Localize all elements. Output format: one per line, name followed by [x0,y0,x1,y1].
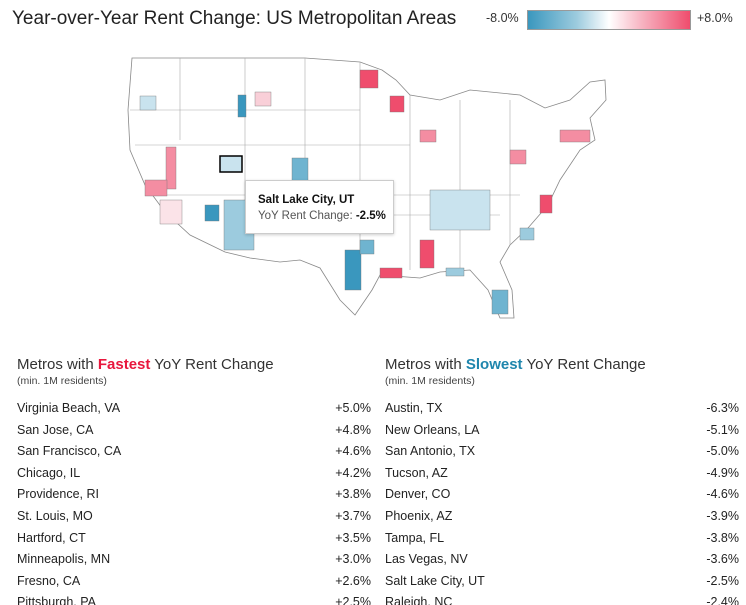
table-row: Salt Lake City, UT -2.5% [385,574,739,596]
metro-value: +3.7% [335,508,371,523]
metro-value: +2.5% [335,595,371,605]
metro-value: -3.6% [706,552,739,567]
metro-name: Tampa, FL [385,530,445,545]
table-row: St. Louis, MO +3.7% [17,509,371,531]
metro-value: +2.6% [335,573,371,588]
metro-name: Raleigh, NC [385,595,453,605]
slowest-metros-panel: Metros with Slowest YoY Rent Change (min… [385,356,739,605]
metro-value: -2.4% [706,595,739,605]
legend-min-label: -8.0% [486,11,519,25]
metro-value: -3.9% [706,508,739,523]
slowest-list: Austin, TX -6.3% New Orleans, LA -5.1% San A… [385,401,739,605]
table-row: Minneapolis, MN +3.0% [17,552,371,574]
table-row: Tampa, FL -3.8% [385,531,739,553]
metro-value: +3.8% [335,487,371,502]
table-row: Chicago, IL +4.2% [17,466,371,488]
map-tooltip: Salt Lake City, UT YoY Rent Change: -2.5… [245,180,394,234]
tooltip-label: YoY Rent Change: [258,210,353,222]
metro-name: San Antonio, TX [385,444,476,459]
metro-name: San Jose, CA [17,422,94,437]
color-legend [527,10,691,30]
metro-value: -4.6% [706,487,739,502]
metro-value: +5.0% [335,401,371,415]
metro-name: Denver, CO [385,487,451,502]
table-row: Austin, TX -6.3% [385,401,739,423]
metro-name: Providence, RI [17,487,99,502]
table-row: San Francisco, CA +4.6% [17,444,371,466]
metro-name: Fresno, CA [17,573,81,588]
table-row: New Orleans, LA -5.1% [385,423,739,445]
metro-value: +3.5% [335,530,371,545]
table-row: Tucson, AZ -4.9% [385,466,739,488]
table-row: San Antonio, TX -5.0% [385,444,739,466]
metro-name: Virginia Beach, VA [17,401,121,415]
metro-name: San Francisco, CA [17,444,122,459]
metro-name: Las Vegas, NV [385,552,468,567]
table-row: Pittsburgh, PA +2.5% [17,595,371,605]
metro-name: Chicago, IL [17,465,81,480]
slowest-note: (min. 1M residents) [385,375,475,387]
page-title: Year-over-Year Rent Change: US Metropoli… [12,8,457,29]
metro-areas[interactable] [139,69,591,315]
table-row: Raleigh, NC -2.4% [385,595,739,605]
heading-suffix: YoY Rent Change [154,356,274,373]
metro-name: Minneapolis, MN [17,552,111,567]
tooltip-value-line: YoY Rent Change: -2.5% [258,210,386,222]
fastest-heading: Metros with Fastest YoY Rent Change [17,356,371,373]
metro-value: +3.0% [335,552,371,567]
fastest-list: Virginia Beach, VA +5.0% San Jose, CA +4.8%… [17,401,371,605]
metro-value: +4.2% [335,465,371,480]
heading-suffix: YoY Rent Change [526,356,646,373]
table-row: Las Vegas, NV -3.6% [385,552,739,574]
metro-name: Tucson, AZ [385,465,448,480]
tooltip-value: -2.5% [355,210,386,222]
heading-prefix: Metros with [385,356,462,373]
legend-max-label: +8.0% [697,11,733,25]
table-row: Providence, RI +3.8% [17,487,371,509]
metro-value: +4.8% [335,422,371,437]
table-row: Virginia Beach, VA +5.0% [17,401,371,423]
table-row: Denver, CO -4.6% [385,487,739,509]
slowest-heading: Metros with Slowest YoY Rent Change [385,356,739,373]
metro-name: Pittsburgh, PA [17,595,96,605]
metro-value: +4.6% [335,444,371,459]
metro-name: Hartford, CT [17,530,86,545]
metro-name: St. Louis, MO [17,508,93,523]
metro-name: New Orleans, LA [385,422,480,437]
metro-name: Phoenix, AZ [385,508,453,523]
heading-highlight: Fastest [97,356,151,373]
fastest-note: (min. 1M residents) [17,375,107,387]
metro-value: -5.1% [706,422,739,437]
heading-prefix: Metros with [17,356,94,373]
table-row: Fresno, CA +2.6% [17,574,371,596]
metro-value: -4.9% [706,465,739,480]
table-row: Phoenix, AZ -3.9% [385,509,739,531]
tooltip-metro-name: Salt Lake City, UT [258,194,355,206]
fastest-metros-panel: Metros with Fastest YoY Rent Change (min… [17,356,371,605]
metro-value: -6.3% [706,401,739,415]
table-row: Hartford, CT +3.5% [17,531,371,553]
metro-name: Austin, TX [385,401,443,415]
table-row: San Jose, CA +4.8% [17,423,371,445]
metro-name: Salt Lake City, UT [385,573,485,588]
heading-highlight: Slowest [465,356,523,373]
metro-value: -3.8% [706,530,739,545]
metro-value: -5.0% [706,444,739,459]
metro-value: -2.5% [706,573,739,588]
